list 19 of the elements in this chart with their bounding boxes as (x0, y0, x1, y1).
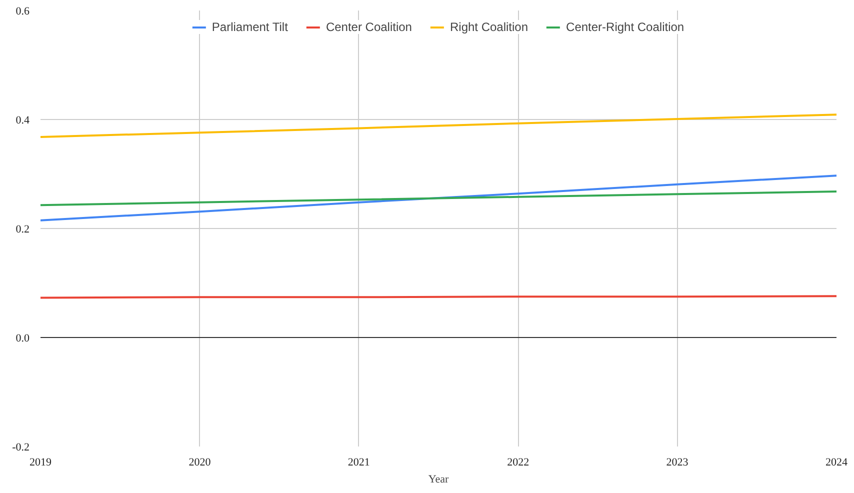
legend-label: Center Coalition (326, 20, 412, 34)
x-axis-title: Year (428, 474, 449, 486)
legend-label: Parliament Tilt (212, 20, 288, 34)
line-series (40, 114, 836, 138)
line-series (40, 174, 836, 222)
y-tick-label: -0.2 (12, 442, 30, 454)
x-tick-label: 2023 (666, 456, 689, 468)
x-tick-label: 2021 (348, 456, 370, 468)
legend-label: Center-Right Coalition (566, 20, 684, 34)
line-series (40, 190, 836, 206)
y-tick-label: 0.6 (16, 6, 30, 18)
x-tick-label: 2019 (30, 456, 52, 468)
x-tick-label: 2022 (507, 456, 530, 468)
x-tick-label: 2020 (188, 456, 212, 468)
legend-label: Right Coalition (450, 20, 528, 34)
y-tick-label: 0.0 (16, 332, 30, 344)
x-tick-label: 2024 (826, 456, 848, 468)
y-tick-label: 0.4 (16, 114, 30, 126)
y-tick-label: 0.2 (16, 224, 30, 236)
